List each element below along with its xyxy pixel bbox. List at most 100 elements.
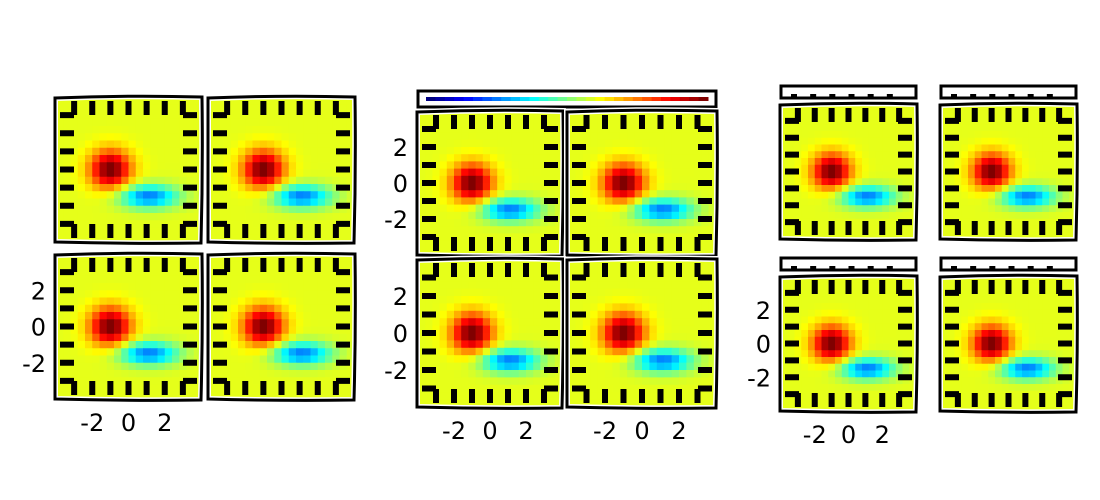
- x-tick-mark: [811, 280, 818, 294]
- x-tick-mark: [505, 263, 511, 277]
- heatmap-cell: [974, 110, 983, 119]
- heatmap-cell: [656, 273, 665, 282]
- heatmap-cell: [281, 348, 290, 357]
- heatmap-cell: [808, 104, 816, 112]
- heatmap-cell: [821, 336, 829, 345]
- heatmap-cell: [808, 377, 816, 385]
- y-tick-mark: [698, 330, 712, 336]
- heatmap-cell: [128, 213, 137, 221]
- heatmap-cell: [209, 326, 217, 335]
- heatmap-cell: [1042, 178, 1050, 186]
- heatmap-cell: [1042, 158, 1050, 166]
- heatmap-cell: [274, 304, 283, 313]
- heatmap-cell: [1049, 225, 1057, 233]
- heatmap-cell: [801, 377, 809, 385]
- heatmap-cell: [346, 118, 355, 127]
- heatmap-cell: [439, 273, 448, 282]
- heatmap-cell: [664, 233, 673, 242]
- heatmap-cell: [223, 184, 232, 192]
- heatmap-cell: [157, 220, 166, 229]
- heatmap-cell: [821, 384, 829, 392]
- heatmap-cell: [835, 330, 843, 338]
- heatmap-cell: [518, 247, 527, 256]
- heatmap-cell: [582, 175, 591, 184]
- heatmap-cell: [497, 310, 505, 319]
- heatmap-cell: [339, 213, 348, 221]
- heatmap-cell: [787, 303, 796, 311]
- heatmap-cell: [518, 183, 527, 191]
- heatmap-cell: [490, 377, 498, 386]
- heatmap-cell: [679, 266, 687, 275]
- heatmap-cell: [439, 247, 448, 256]
- x-tick-mark: [676, 237, 682, 251]
- heatmap-cell: [547, 355, 556, 364]
- heatmap-cell: [92, 297, 101, 306]
- heatmap-cell: [518, 259, 527, 267]
- heatmap-cell: [475, 340, 484, 349]
- heatmap-cell: [1028, 151, 1037, 159]
- heatmap-cell: [1049, 191, 1057, 200]
- heatmap-cell: [85, 198, 93, 207]
- heatmap-cell: [909, 164, 917, 173]
- heatmap-cell: [547, 288, 556, 297]
- heatmap-cell: [808, 158, 816, 166]
- heatmap-cell: [317, 191, 326, 200]
- heatmap-cell: [252, 283, 261, 291]
- heatmap-cell: [230, 362, 239, 371]
- heatmap-cell: [490, 347, 498, 356]
- heatmap-cell: [968, 158, 976, 166]
- heatmap-cell: [582, 377, 591, 386]
- heatmap-cell: [1062, 137, 1070, 146]
- heatmap-cell: [425, 154, 433, 162]
- heatmap-cell: [941, 316, 949, 324]
- heatmap-cell: [533, 211, 541, 220]
- heatmap-cell: [454, 226, 462, 234]
- heatmap-cell: [216, 97, 225, 105]
- heatmap-cell: [1001, 212, 1010, 220]
- colorbar-tick: [829, 266, 836, 271]
- heatmap-cell: [693, 197, 702, 206]
- y-tick-mark: [60, 184, 74, 191]
- heatmap-cell: [454, 125, 462, 134]
- heatmap-cell: [482, 197, 491, 206]
- heatmap-cell: [85, 348, 93, 357]
- heatmap-cell: [808, 397, 816, 405]
- heatmap-cell: [63, 198, 72, 207]
- heatmap-cell: [1069, 309, 1077, 318]
- heatmap-cell: [961, 323, 969, 331]
- heatmap-cell: [274, 104, 283, 113]
- heatmap-cell: [99, 275, 108, 284]
- heatmap-cell: [1015, 124, 1023, 132]
- x-tick-mark: [143, 258, 150, 272]
- heatmap-cell: [63, 326, 72, 335]
- heatmap-cell: [252, 319, 261, 328]
- heatmap-cell: [547, 392, 556, 401]
- heatmap-cell: [1008, 171, 1016, 179]
- x-tick-mark: [988, 221, 995, 235]
- heatmap-cell: [941, 185, 949, 193]
- heatmap-cell: [974, 232, 983, 240]
- heatmap-cell: [143, 155, 151, 163]
- heatmap-cell: [238, 118, 246, 127]
- heatmap-cell: [909, 296, 917, 304]
- heatmap-cell: [245, 198, 254, 207]
- heatmap-cell: [482, 347, 491, 356]
- heatmap-cell: [794, 404, 802, 412]
- heatmap-cell: [238, 162, 246, 171]
- heatmap-cell: [317, 261, 326, 270]
- heatmap-cell: [841, 363, 850, 372]
- heatmap-cell: [193, 162, 202, 171]
- heatmap-cell: [605, 161, 613, 170]
- heatmap-cell: [425, 226, 433, 234]
- heatmap-cell: [835, 309, 843, 318]
- heatmap-cell: [590, 197, 599, 206]
- heatmap-cell: [281, 220, 290, 229]
- heatmap-cell: [968, 232, 976, 240]
- heatmap-cell: [708, 362, 717, 371]
- heatmap-cell: [835, 191, 843, 200]
- heatmap-cell: [649, 384, 658, 393]
- heatmap-cell: [855, 316, 863, 324]
- heatmap-cell: [216, 191, 225, 200]
- heatmap-cell: [186, 97, 195, 105]
- heatmap-cell: [518, 190, 527, 198]
